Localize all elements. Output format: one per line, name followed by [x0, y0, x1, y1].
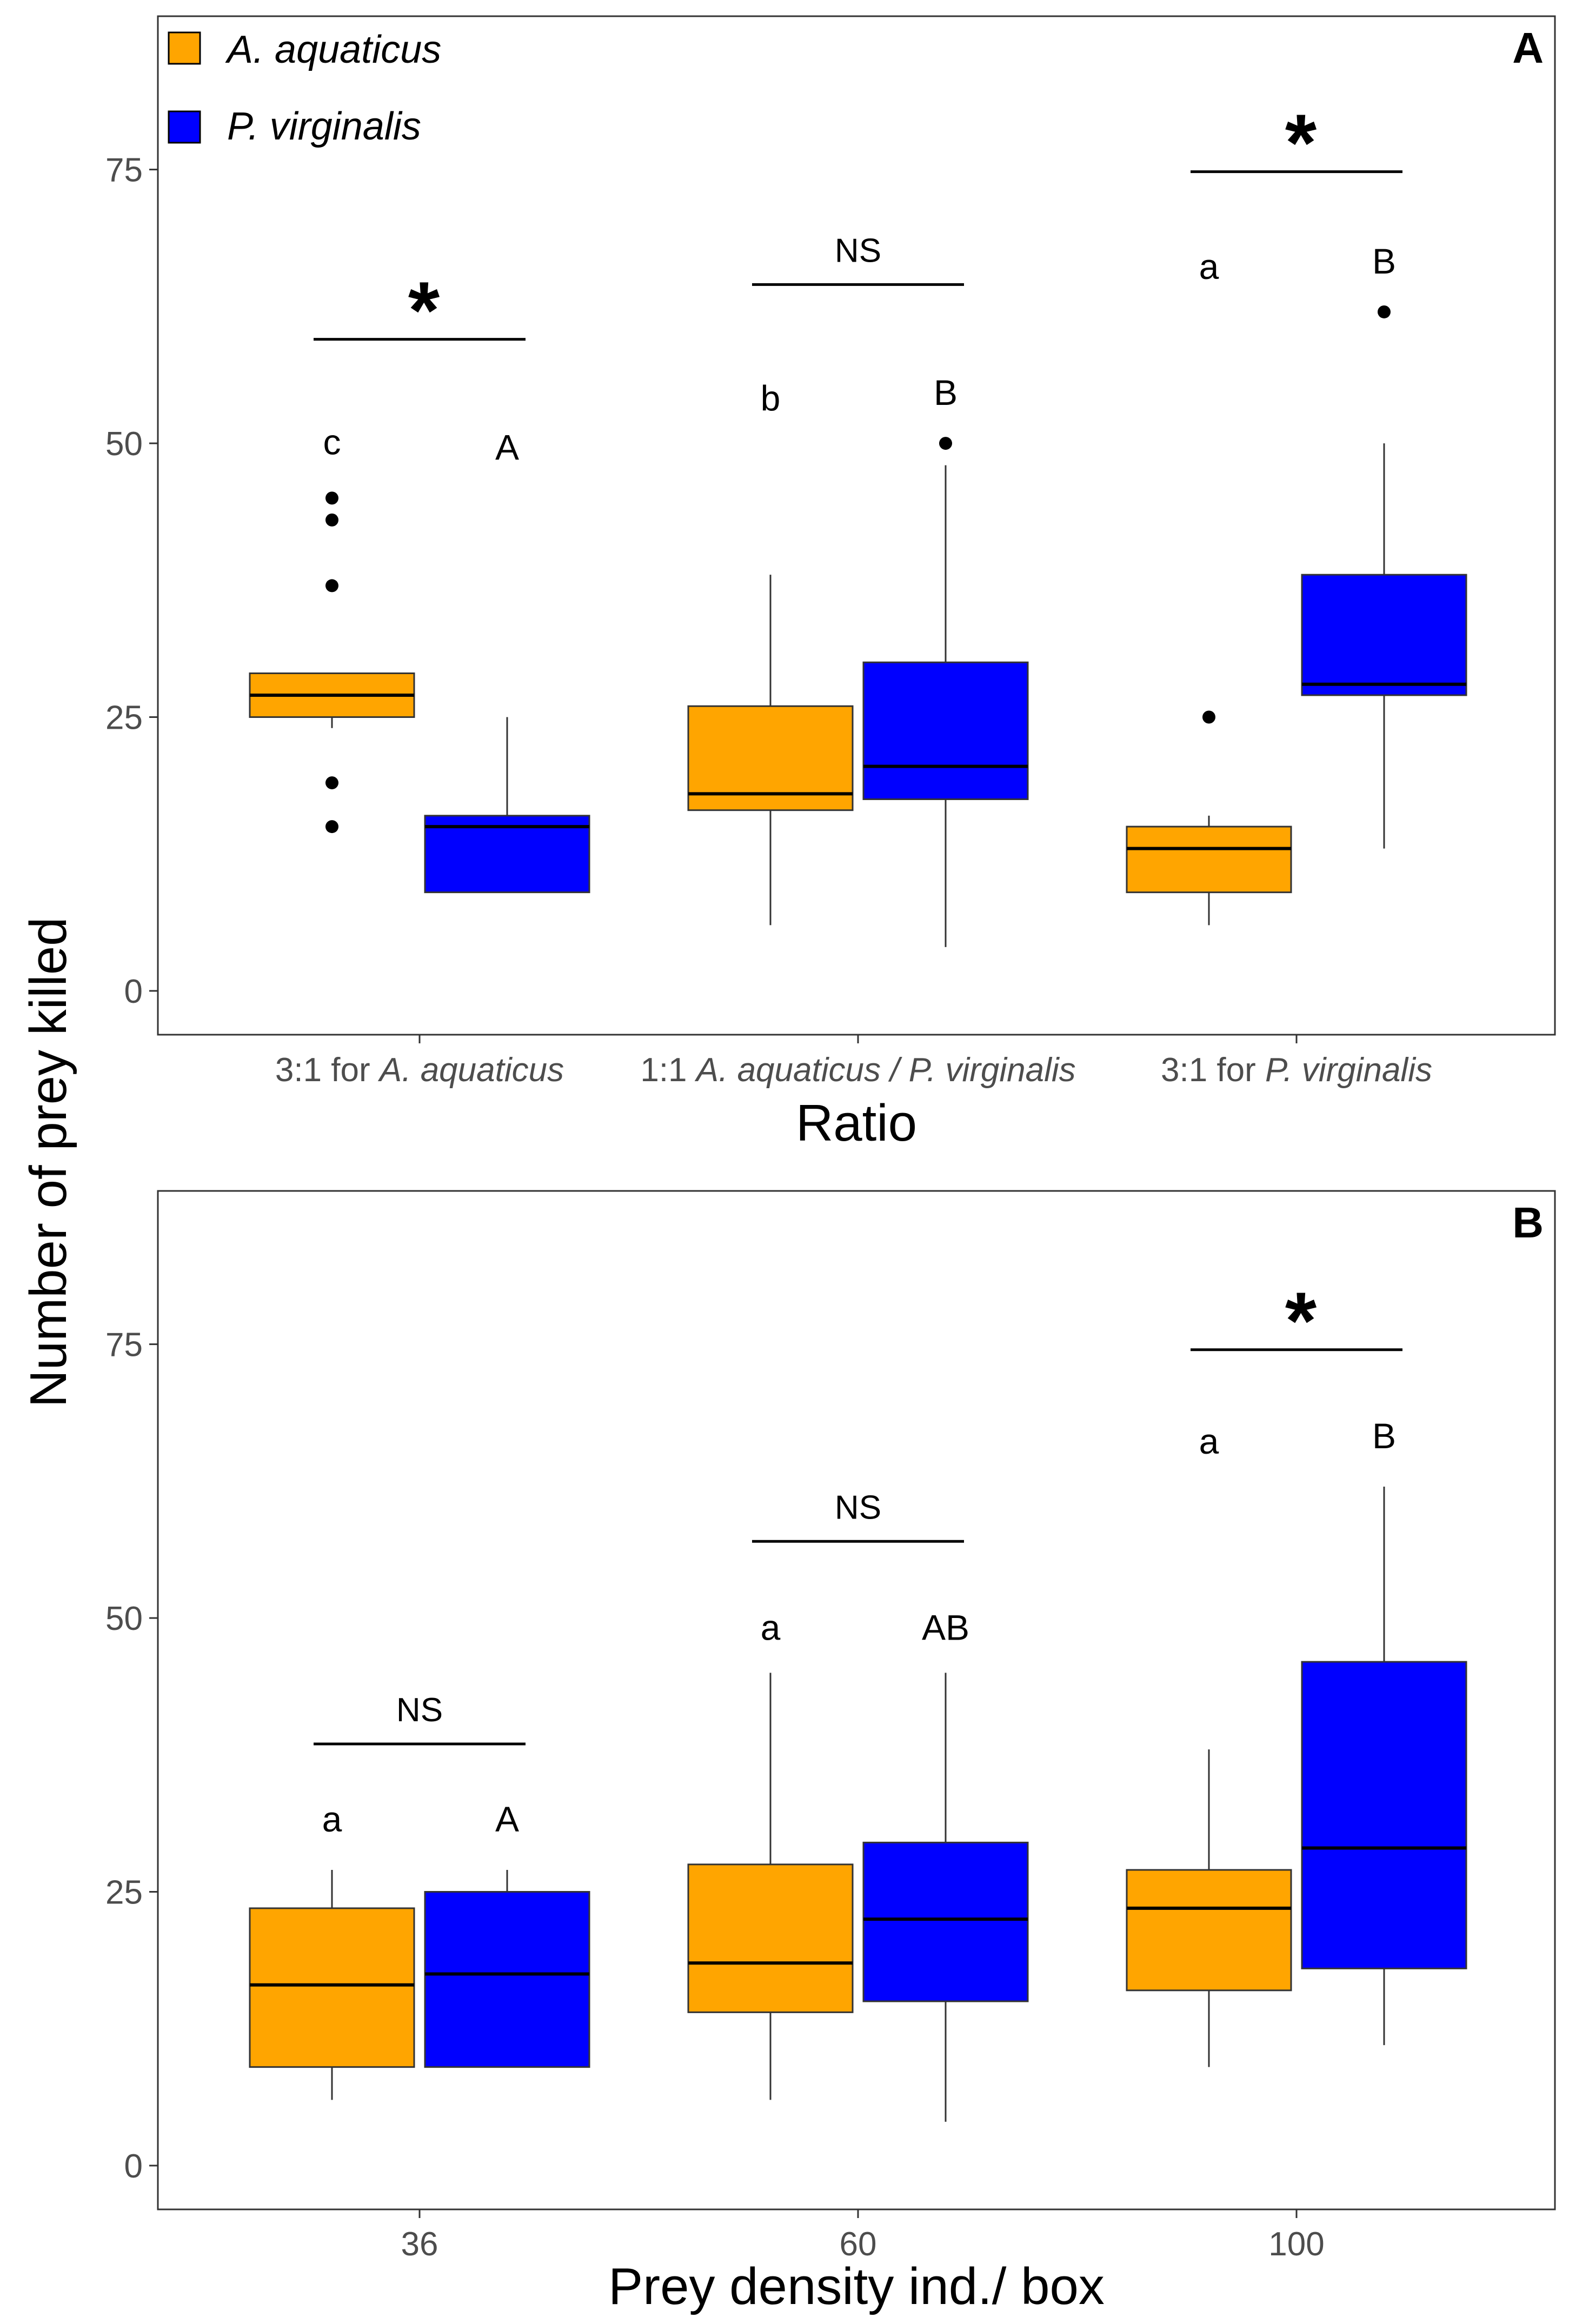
panel-a-group-letter: A [495, 427, 519, 467]
panel-b-box-aquaticus: a [1126, 1421, 1292, 2067]
legend-key-virginalis [168, 110, 201, 144]
panel-a-box-virginalis: B [1301, 241, 1467, 849]
panel-a-ytick-label: 50 [105, 425, 143, 463]
panel-a-tag: A [1512, 24, 1544, 72]
panel-b-xtick-label: 36 [401, 2226, 438, 2263]
panel-a-box-body [862, 661, 1029, 800]
panel-a-group-letter: a [1199, 247, 1219, 287]
panel-a-box-aquaticus: a [1126, 247, 1292, 925]
panel-a-significance-star: * [408, 265, 440, 356]
panel-a-outlier-point [325, 513, 338, 527]
panel-b-group-letter: B [1372, 1416, 1396, 1456]
panel-a-box-aquaticus: c [249, 422, 415, 834]
panel-b-box-aquaticus: a [687, 1608, 854, 2100]
panel-b-significance-star: * [1285, 1275, 1317, 1366]
panel-b-ytick-label: 25 [105, 1874, 143, 1912]
panel-a-outlier-point [1378, 305, 1391, 318]
panel-b-box-body [249, 1907, 415, 2068]
panel-a-outlier-point [325, 820, 338, 834]
panel-a-significance-ns: NS [835, 232, 881, 269]
legend-key-aquaticus [168, 31, 201, 65]
panel-b-xtick-label-text: 36 [401, 2226, 438, 2263]
panel-b-plot-frame [157, 1190, 1556, 2210]
panel-a-xtick-label-italic: A. aquaticus [377, 1051, 564, 1089]
panel-a-outlier-point [325, 491, 338, 505]
panel-b-box-virginalis: AB [862, 1608, 1029, 2122]
panel-b-box-body [1301, 1661, 1467, 1969]
panel-a-box-body [424, 815, 590, 894]
panel-a-outlier-point [1202, 710, 1215, 724]
panel-a-group-letter: b [761, 378, 781, 418]
panel-b-significance-ns: NS [396, 1692, 443, 1729]
panel-b-box-body [862, 1841, 1029, 2002]
panel-a-group-letter: c [323, 422, 341, 462]
panel-a-xtick-label-text: 1:1 [640, 1051, 696, 1089]
panel-a-box-virginalis: B [862, 372, 1029, 947]
panel-a-plot-frame [157, 15, 1556, 1036]
panel-a-significance-star: * [1285, 97, 1317, 188]
panel-b-group-letter: AB [922, 1608, 969, 1648]
panel-b-xtick-label-text: 100 [1268, 2226, 1324, 2263]
panel-a-box-aquaticus: b [687, 378, 854, 925]
panel-a-ytick-label: 25 [105, 700, 143, 737]
legend-label-aquaticus: A. aquaticus [225, 28, 441, 71]
legend-label-virginalis: P. virginalis [227, 105, 421, 148]
panel-b-box-body [1126, 1869, 1292, 1992]
legend: A. aquaticus P. virginalis [168, 28, 441, 148]
panel-b-ytick-label: 50 [105, 1600, 143, 1637]
panel-b-chart: B 0 25 50 75 36 60 100 Prey density ind./ box a a… [105, 1190, 1556, 2315]
panel-a-box-virginalis: A [424, 427, 590, 894]
panel-a-chart: A 0 25 50 75 3:1 for A. aquaticus 1:1 A. aqua… [105, 15, 1556, 1152]
panel-b-group-letter: a [1199, 1421, 1219, 1461]
panel-a-outlier-point [325, 776, 338, 790]
panel-a-xtick-label: 3:1 for A. aquaticus [275, 1051, 564, 1089]
panel-b-group-letter: a [761, 1608, 781, 1648]
panel-b-box-body [424, 1891, 590, 2068]
panel-a-group-letter: B [934, 372, 958, 412]
panel-a-xtick-label: 3:1 for P. virginalis [1161, 1051, 1432, 1089]
panel-b-ytick-label: 75 [105, 1327, 143, 1364]
panel-b-xtick-label: 100 [1268, 2226, 1324, 2263]
panel-a-ytick-label: 75 [105, 152, 143, 189]
panel-b-xtick-label-text: 60 [840, 2226, 877, 2263]
panel-a-xtick-label-italic: P. virginalis [1265, 1051, 1432, 1089]
panel-a-outlier-point [325, 579, 338, 592]
panel-a-outlier-point [939, 437, 952, 450]
panel-b-box-body [687, 1863, 854, 2013]
panel-a-xtick-label-text: 3:1 for [1161, 1051, 1265, 1089]
panel-a-x-axis-title: Ratio [796, 1094, 917, 1152]
panel-a-box-body [1126, 825, 1292, 894]
panel-b-box-aquaticus: a [249, 1799, 415, 2100]
panel-b-group-letter: a [322, 1799, 342, 1839]
panel-a-ytick-label: 0 [124, 973, 143, 1010]
panel-a-xtick-label-italic: A. aquaticus / P. virginalis [694, 1051, 1076, 1089]
panel-b-box-virginalis: B [1301, 1416, 1467, 2046]
panel-a-xtick-label-text: 3:1 for [275, 1051, 380, 1089]
shared-y-axis-title: Number of prey killed [19, 917, 77, 1407]
panel-b-group-letter: A [495, 1799, 519, 1839]
panel-b-significance-ns: NS [835, 1489, 881, 1526]
panel-a-box-body [1301, 574, 1467, 696]
panel-a-group-letter: B [1372, 241, 1396, 281]
panel-b-tag: B [1512, 1198, 1544, 1247]
panel-b-x-axis-title: Prey density ind./ box [608, 2258, 1105, 2315]
panel-a-xtick-label: 1:1 A. aquaticus / P. virginalis [640, 1051, 1075, 1089]
panel-b-xtick-label: 60 [840, 2226, 877, 2263]
panel-b-ytick-label: 0 [124, 2148, 143, 2185]
panel-b-box-virginalis: A [424, 1799, 590, 2068]
